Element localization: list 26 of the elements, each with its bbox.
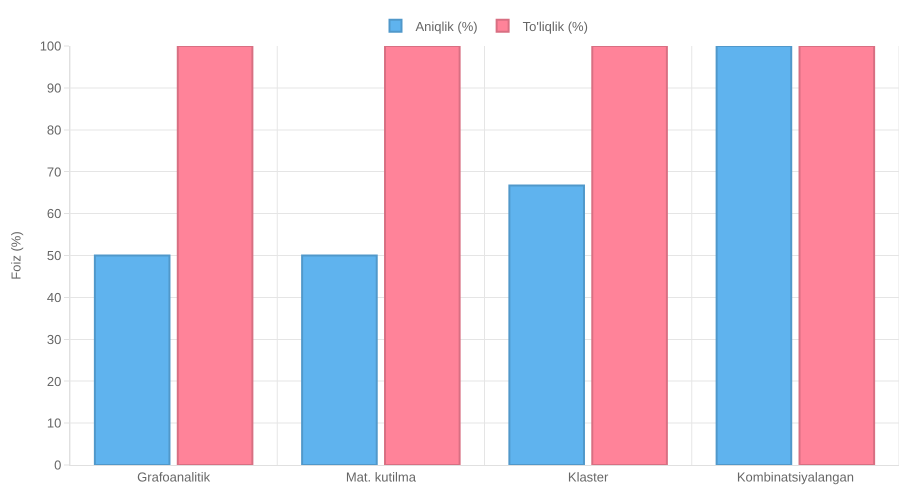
legend-label: Aniqlik (%) xyxy=(416,18,478,34)
y-tick-label: 20 xyxy=(46,374,62,389)
y-tick-label: 80 xyxy=(46,122,62,138)
y-tick-label: 40 xyxy=(46,290,62,305)
x-tick-label: Grafoanalitik xyxy=(137,470,211,485)
y-tick-label: 70 xyxy=(46,164,62,180)
x-tick-label: Klaster xyxy=(568,470,610,485)
bar xyxy=(94,254,170,465)
legend-label: To'liqlik (%) xyxy=(522,18,588,34)
bar xyxy=(176,46,254,465)
x-tick-label: Kombinatsiyalangan xyxy=(736,470,854,485)
bar xyxy=(384,46,461,465)
y-tick-label: 100 xyxy=(40,38,62,54)
y-tick-label: 30 xyxy=(46,332,62,347)
bar xyxy=(591,46,668,465)
y-axis-title: Foiz (%) xyxy=(8,231,24,280)
y-tick-label: 10 xyxy=(46,416,62,431)
y-tick-label: 60 xyxy=(46,206,62,222)
bar xyxy=(798,46,876,465)
bar xyxy=(716,46,792,465)
bar xyxy=(508,184,585,465)
x-tick-label: Mat. kutilma xyxy=(346,470,417,485)
y-tick-label: 90 xyxy=(46,80,62,96)
y-tick-label: 50 xyxy=(46,248,62,264)
bar xyxy=(301,254,378,465)
y-tick-label: 0 xyxy=(54,458,62,473)
